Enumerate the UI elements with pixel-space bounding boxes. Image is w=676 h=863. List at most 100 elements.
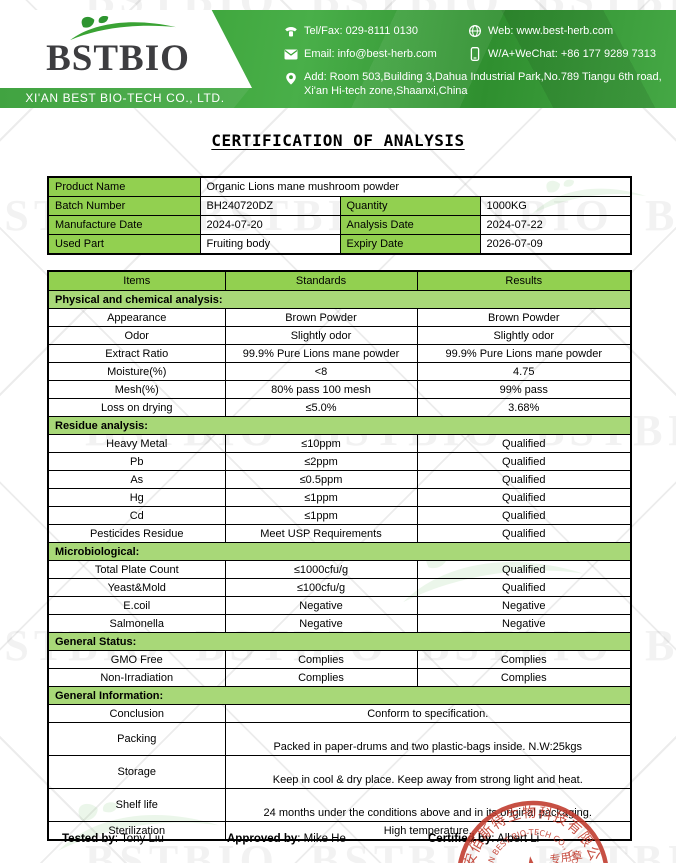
result-cell: Qualified bbox=[416, 506, 632, 525]
logo: BSTBIO bbox=[46, 38, 190, 79]
standard-cell: ≤0.5ppm bbox=[224, 470, 418, 489]
item-cell: Heavy Metal bbox=[47, 434, 226, 453]
result-cell: 99% pass bbox=[416, 380, 632, 399]
info-label: Analysis Date bbox=[339, 215, 481, 235]
standard-cell: ≤5.0% bbox=[224, 398, 418, 417]
item-cell: Sterilization bbox=[47, 821, 226, 841]
item-cell: Storage bbox=[47, 755, 226, 789]
result-cell: Qualified bbox=[416, 470, 632, 489]
standard-cell: 99.9% Pure Lions mane powder bbox=[224, 344, 418, 363]
standard-cell: ≤1000cfu/g bbox=[224, 560, 418, 579]
table-row: Shelf life 24 months under the conditions… bbox=[47, 788, 632, 822]
value-cell: Conform to specification. bbox=[224, 704, 632, 723]
item-cell: Conclusion bbox=[47, 704, 226, 723]
standard-cell: Complies bbox=[224, 650, 418, 669]
item-cell: Hg bbox=[47, 488, 226, 507]
result-cell: Qualified bbox=[416, 560, 632, 579]
table-row: Used Part Fruiting body Expiry Date 2026… bbox=[47, 234, 632, 255]
table-row: Extract Ratio 99.9% Pure Lions mane powde… bbox=[47, 344, 632, 363]
table-header-row: Items Standards Results bbox=[47, 270, 632, 291]
table-row: Pb ≤2ppm Qualified bbox=[47, 452, 632, 471]
section-header-row: Microbiological: bbox=[47, 542, 632, 561]
phone-icon bbox=[285, 26, 297, 36]
email-text: Email: info@best-herb.com bbox=[304, 48, 437, 60]
table-row: Pesticides Residue Meet USP Requirements Q… bbox=[47, 524, 632, 543]
result-cell: Negative bbox=[416, 596, 632, 615]
result-cell: Complies bbox=[416, 650, 632, 669]
info-value: Fruiting body bbox=[199, 234, 341, 255]
table-row: Conclusion Conform to specification. bbox=[47, 704, 632, 723]
result-cell: Slightly odor bbox=[416, 326, 632, 345]
info-value: 1000KG bbox=[479, 196, 632, 216]
result-cell: 4.75 bbox=[416, 362, 632, 381]
tel-fax-text: Tel/Fax: 029-8111 0130 bbox=[304, 25, 418, 37]
item-cell: Non-Irradiation bbox=[47, 668, 226, 687]
item-cell: Cd bbox=[47, 506, 226, 525]
approved-by: Approved by: Mike He bbox=[227, 833, 346, 845]
tel-fax: Tel/Fax: 029-8111 0130 bbox=[284, 24, 468, 38]
table-row: Batch Number BH240720DZ Quantity 1000KG bbox=[47, 196, 632, 216]
section-header-row: General Information: bbox=[47, 686, 632, 705]
table-row: Manufacture Date 2024-07-20 Analysis Dat… bbox=[47, 215, 632, 235]
table-row: Packing Packed in paper-drums and two pla… bbox=[47, 722, 632, 756]
info-value: Organic Lions mane mushroom powder bbox=[199, 176, 632, 197]
address-text: Add: Room 503,Building 3,Dahua Industria… bbox=[304, 71, 662, 98]
section-title: General Information: bbox=[47, 686, 632, 705]
item-cell: As bbox=[47, 470, 226, 489]
table-row: Sterilization High temperature. bbox=[47, 821, 632, 841]
contact-info: Tel/Fax: 029-8111 0130 Web: www.best-her… bbox=[284, 24, 672, 108]
result-cell: Qualified bbox=[416, 452, 632, 471]
table-row: Loss on drying ≤5.0% 3.68% bbox=[47, 398, 632, 417]
item-cell: GMO Free bbox=[47, 650, 226, 669]
certified-by-label: Certified by bbox=[428, 833, 492, 845]
result-cell: Complies bbox=[416, 668, 632, 687]
item-cell: Yeast&Mold bbox=[47, 578, 226, 597]
page-title-text: CERTIFICATION OF ANALYSIS bbox=[211, 131, 465, 150]
location-pin-icon bbox=[286, 72, 296, 85]
table-row: Moisture(%) <8 4.75 bbox=[47, 362, 632, 381]
standard-cell: ≤1ppm bbox=[224, 506, 418, 525]
info-label: Product Name bbox=[47, 176, 201, 197]
item-cell: Shelf life bbox=[47, 788, 226, 822]
address: Add: Room 503,Building 3,Dahua Industria… bbox=[284, 70, 672, 99]
result-cell: Brown Powder bbox=[416, 308, 632, 327]
section-title: Physical and chemical analysis: bbox=[47, 290, 632, 309]
page-title: CERTIFICATION OF ANALYSIS bbox=[0, 131, 676, 150]
standard-cell: Negative bbox=[224, 614, 418, 633]
table-row: Non-Irradiation Complies Complies bbox=[47, 668, 632, 687]
standard-cell: ≤2ppm bbox=[224, 452, 418, 471]
item-cell: Salmonella bbox=[47, 614, 226, 633]
item-cell: Mesh(%) bbox=[47, 380, 226, 399]
section-title: General Status: bbox=[47, 632, 632, 651]
mobile-phone-icon bbox=[470, 47, 480, 61]
standard-cell: Brown Powder bbox=[224, 308, 418, 327]
standard-cell: Complies bbox=[224, 668, 418, 687]
watermark-text: BSTBIO bbox=[645, 621, 676, 670]
table-row: Product Name Organic Lions mane mushroom… bbox=[47, 176, 632, 197]
item-cell: Appearance bbox=[47, 308, 226, 327]
result-cell: Qualified bbox=[416, 434, 632, 453]
info-label: Batch Number bbox=[47, 196, 201, 216]
website-text: Web: www.best-herb.com bbox=[488, 25, 614, 37]
logo-leaf-icon bbox=[70, 16, 176, 41]
value-cell: High temperature. bbox=[224, 821, 632, 841]
section-header-row: General Status: bbox=[47, 632, 632, 651]
value-cell: Packed in paper-drums and two plastic-ba… bbox=[224, 722, 632, 756]
tested-by-name: : Tony Liu bbox=[114, 833, 164, 845]
table-row: Hg ≤1ppm Qualified bbox=[47, 488, 632, 507]
table-row: Total Plate Count ≤1000cfu/g Qualified bbox=[47, 560, 632, 579]
info-label: Quantity bbox=[339, 196, 481, 216]
item-cell: Odor bbox=[47, 326, 226, 345]
website: Web: www.best-herb.com bbox=[468, 24, 613, 38]
item-cell: Total Plate Count bbox=[47, 560, 226, 579]
wechat: W/A+WeChat: +86 177 9289 7313 bbox=[468, 47, 656, 61]
table-row: GMO Free Complies Complies bbox=[47, 650, 632, 669]
item-cell: Packing bbox=[47, 722, 226, 756]
analysis-table: Items Standards Results Physical and che… bbox=[47, 270, 632, 841]
column-header: Standards bbox=[224, 270, 418, 291]
info-value: 2026-07-09 bbox=[479, 234, 632, 255]
info-label: Manufacture Date bbox=[47, 215, 201, 235]
item-cell: Moisture(%) bbox=[47, 362, 226, 381]
standard-cell: 80% pass 100 mesh bbox=[224, 380, 418, 399]
wechat-text: W/A+WeChat: +86 177 9289 7313 bbox=[488, 48, 656, 60]
